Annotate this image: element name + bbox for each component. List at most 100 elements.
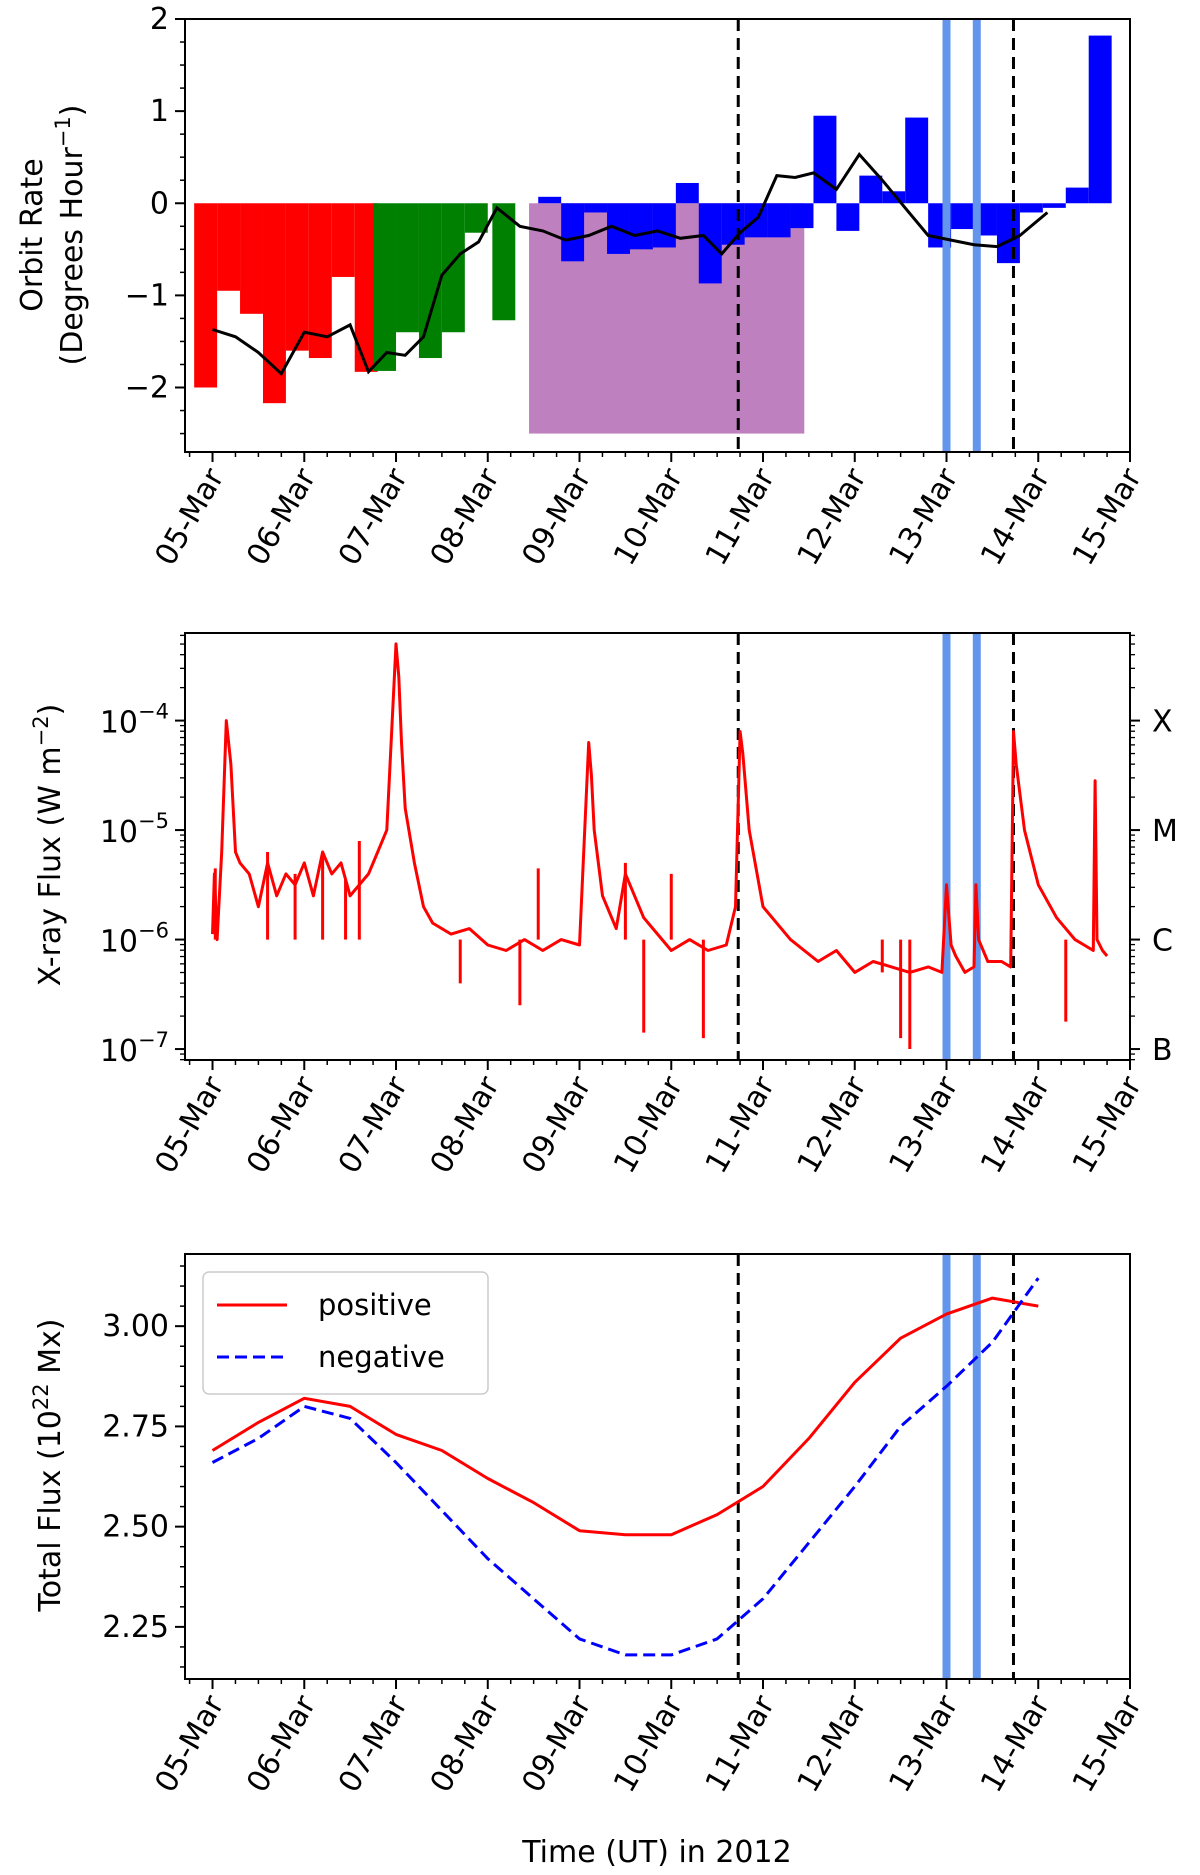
x-tick-label: 08-Mar: [424, 1689, 507, 1799]
x-tick-label: 06-Mar: [240, 1070, 323, 1180]
total-flux-negative-line: [211, 1277, 1040, 1657]
x-tick-label: 07-Mar: [332, 1689, 415, 1799]
total-flux-panel: 3.00 2.75 2.50 2.25 05-Mar 06-Mar 07-Mar 08-Ma…: [29, 1253, 1149, 1798]
orbit-rate-bar: [905, 117, 929, 204]
orbit-rate-bar: [767, 203, 791, 238]
orbit-rate-bar: [217, 203, 241, 291]
orbit-rate-marks: [194, 19, 1112, 452]
x-tick-label: 11-Mar: [699, 1689, 782, 1799]
x-axis-title: Time (UT) in 2012: [521, 1835, 791, 1870]
y-tick-label: 2: [150, 2, 169, 37]
orbit-rate-bar: [584, 203, 608, 213]
orbit-rate-bar: [561, 203, 585, 262]
orbit-rate-x-ticks: 05-Mar 06-Mar 07-Mar 08-Mar 09-Mar 10-Mar 11-M…: [148, 452, 1149, 571]
x-tick-label: 07-Mar: [332, 1070, 415, 1180]
x-tick-label: 14-Mar: [974, 1689, 1057, 1799]
x-tick-label: 15-Mar: [1066, 1070, 1149, 1180]
x-tick-label: 11-Mar: [699, 1070, 782, 1180]
xray-flux-x-ticks: 05-Mar 06-Mar 07-Mar 08-Mar 09-Mar 10-Mar 11-M…: [148, 1060, 1149, 1179]
y-tick-label: 10−4: [100, 700, 169, 741]
total-flux-positive-line: [211, 1296, 1039, 1537]
orbit-rate-bar: [1019, 203, 1043, 213]
orbit-rate-bar: [285, 203, 309, 351]
event-band-2: [972, 633, 981, 1060]
x-tick-label: 10-Mar: [607, 462, 690, 572]
y-tick-label: 2.50: [102, 1510, 169, 1545]
orbit-rate-bar: [882, 191, 906, 204]
orbit-rate-bar: [331, 203, 355, 277]
orbit-rate-bar: [652, 203, 676, 248]
y-tick-label: 0: [150, 186, 169, 221]
orbit-rate-bar: [1042, 203, 1066, 208]
x-tick-label: 10-Mar: [607, 1689, 690, 1799]
orbit-rate-ylabel-line2: (Degrees Hour−1): [51, 104, 90, 365]
x-tick-label: 12-Mar: [791, 462, 874, 572]
x-tick-label: 15-Mar: [1066, 1689, 1149, 1799]
orbit-rate-bar: [859, 175, 883, 204]
orbit-rate-bar: [629, 203, 653, 250]
orbit-rate-bar: [1065, 187, 1089, 204]
orbit-rate-bar: [996, 203, 1020, 264]
flare-class-label-X: X: [1152, 705, 1173, 740]
y-tick-label: 1: [150, 94, 169, 129]
x-tick-label: 14-Mar: [974, 1070, 1057, 1180]
total-flux-marks: [211, 1254, 1040, 1679]
y-tick-label: 3.00: [102, 1309, 169, 1344]
x-tick-label: 13-Mar: [882, 1070, 965, 1180]
orbit-rate-bar: [836, 203, 860, 231]
flare-class-label-C: C: [1152, 924, 1173, 959]
x-tick-label: 06-Mar: [240, 1689, 323, 1799]
orbit-rate-ylabel-line1: Orbit Rate: [15, 158, 50, 311]
orbit-rate-bar: [951, 203, 975, 230]
x-tick-label: 05-Mar: [148, 1689, 231, 1799]
y-tick-label: 10−7: [100, 1028, 169, 1069]
x-tick-label: 14-Mar: [974, 462, 1057, 572]
total-flux-x-ticks: 05-Mar 06-Mar 07-Mar 08-Mar 09-Mar 10-Mar 11-M…: [148, 1679, 1149, 1798]
legend-box: [202, 1271, 489, 1395]
orbit-rate-bar: [308, 203, 332, 359]
xray-flux-ylabel: X-ray Flux (W m−2): [29, 704, 68, 987]
orbit-rate-bar: [240, 203, 263, 314]
x-tick-label: 09-Mar: [515, 1070, 598, 1180]
orbit-rate-bar: [418, 203, 442, 359]
x-tick-label: 08-Mar: [424, 462, 507, 572]
orbit-rate-smoothed-line: [212, 151, 1049, 377]
legend-negative-label: negative: [318, 1340, 445, 1374]
event-band-1: [942, 1254, 951, 1679]
x-tick-label: 08-Mar: [424, 1070, 507, 1180]
x-tick-label: 12-Mar: [791, 1689, 874, 1799]
y-tick-label: 2.75: [102, 1409, 169, 1444]
flare-class-label-B: B: [1152, 1033, 1173, 1068]
orbit-rate-bar: [1088, 35, 1112, 204]
xray-flux-line: [211, 642, 1109, 974]
x-tick-label: 10-Mar: [607, 1070, 690, 1180]
orbit-rate-bar: [396, 203, 419, 333]
x-tick-label: 09-Mar: [515, 1689, 598, 1799]
orbit-rate-plot-frame: [184, 18, 1131, 453]
y-tick-label: 10−5: [100, 809, 169, 850]
total-flux-y-ticks: 3.00 2.75 2.50 2.25: [102, 1265, 185, 1668]
y-tick-label: −2: [125, 371, 169, 406]
xray-flux-y-ticks: 10−4 10−5 10−6 10−7 X M C B: [100, 634, 1178, 1069]
orbit-rate-bar: [790, 203, 814, 229]
legend: positive negative: [202, 1271, 489, 1395]
total-flux-ylabel: Total Flux (1022 Mx): [29, 1319, 68, 1613]
x-tick-label: 05-Mar: [148, 462, 231, 572]
event-band-2: [972, 1254, 981, 1679]
xray-flux-plot-frame: [184, 632, 1131, 1061]
event-band-1: [942, 19, 951, 452]
x-tick-label: 06-Mar: [240, 462, 323, 572]
orbit-rate-bar: [492, 203, 516, 321]
legend-positive-label: positive: [318, 1288, 432, 1322]
y-tick-label: −1: [125, 278, 169, 313]
orbit-rate-bar: [675, 182, 699, 204]
x-tick-label: 15-Mar: [1066, 462, 1149, 572]
x-tick-label: 13-Mar: [882, 1689, 965, 1799]
event-band-2: [972, 19, 981, 452]
orbit-rate-bar: [441, 203, 465, 333]
orbit-rate-bar: [464, 203, 488, 233]
orbit-rate-bar: [262, 203, 286, 404]
orbit-rate-bar: [354, 203, 378, 372]
